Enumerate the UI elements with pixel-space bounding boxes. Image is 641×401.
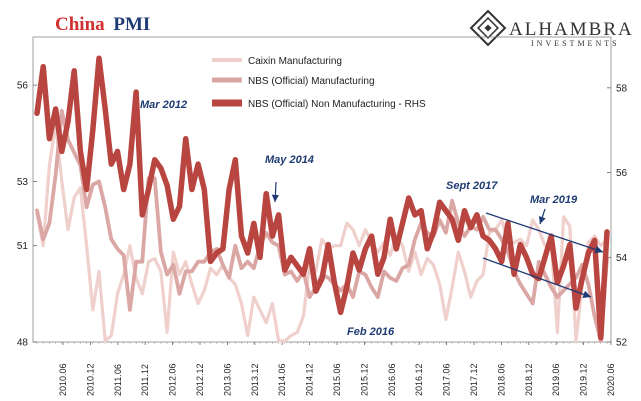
x-tick-label: 2017.06 bbox=[442, 363, 452, 396]
x-tick-label: 2015.06 bbox=[332, 363, 342, 396]
x-tick-label: 2010.12 bbox=[85, 363, 95, 396]
legend-label-caixin: Caixin Manufacturing bbox=[248, 56, 342, 67]
trend-arrow-lower bbox=[482, 257, 592, 299]
logo-sub: INVESTMENTS bbox=[531, 39, 620, 48]
left-tick-label: 51 bbox=[17, 241, 29, 252]
right-tick-label: 52 bbox=[616, 338, 628, 349]
x-tick-label: 2016.12 bbox=[414, 363, 424, 396]
x-tick-label: 2013.12 bbox=[250, 363, 260, 396]
trend-arrow-upper bbox=[485, 212, 604, 254]
x-tick-label: 2011.06 bbox=[113, 364, 123, 396]
x-tick-label: 2015.12 bbox=[359, 363, 369, 396]
annotation-feb-2016: Feb 2016 bbox=[347, 326, 395, 338]
x-tick-label: 2014.12 bbox=[305, 363, 315, 396]
annotation-arrow-mar-2019 bbox=[538, 208, 546, 225]
series-line-1 bbox=[35, 108, 609, 343]
x-tick-label: 2019.12 bbox=[579, 363, 589, 396]
x-tick-label: 2014.06 bbox=[277, 363, 287, 396]
right-tick-label: 58 bbox=[616, 83, 628, 94]
left-tick-label: 56 bbox=[17, 81, 29, 92]
annotation-sept-2017: Sept 2017 bbox=[446, 180, 498, 192]
right-tick-label: 54 bbox=[616, 253, 628, 264]
chart-title: China PMI bbox=[55, 14, 150, 35]
series-line-0 bbox=[35, 122, 609, 343]
right-tick-label: 56 bbox=[616, 168, 628, 179]
x-tick-label: 2013.06 bbox=[222, 363, 232, 396]
legend: Caixin Manufacturing NBS (Official) Manu… bbox=[212, 56, 426, 110]
x-tick-label: 2011.12 bbox=[140, 364, 150, 396]
left-tick-label: 48 bbox=[17, 338, 29, 349]
legend-label-nbs-mfg: NBS (Official) Manufacturing bbox=[248, 76, 375, 87]
x-tick-label: 2010.06 bbox=[58, 363, 68, 396]
legend-label-nbs-nonmfg: NBS (Official) Non Manufacturing - RHS bbox=[248, 99, 426, 110]
x-tick-label: 2012.06 bbox=[168, 363, 178, 396]
chart-title-part2: PMI bbox=[113, 14, 150, 35]
annotation-mar-2012: Mar 2012 bbox=[140, 99, 187, 111]
x-tick-label: 2017.12 bbox=[469, 363, 479, 396]
x-tick-label: 2018.12 bbox=[524, 363, 534, 396]
x-tick-label: 2012.12 bbox=[195, 363, 205, 396]
chart-title-part1: China bbox=[55, 14, 105, 35]
x-tick-label: 2019.06 bbox=[551, 363, 561, 396]
logo-diamond-icon bbox=[469, 9, 507, 47]
left-tick-label: 53 bbox=[17, 177, 29, 188]
series-line-2 bbox=[34, 55, 610, 341]
alhambra-logo: ALHAMBRA INVESTMENTS bbox=[469, 9, 634, 48]
annotation-mar-2019: Mar 2019 bbox=[530, 194, 578, 206]
x-tick-label: 2018.06 bbox=[496, 363, 506, 396]
annotation-arrow-may-2014 bbox=[271, 181, 279, 203]
x-tick-label: 2016.06 bbox=[387, 363, 397, 396]
annotation-may-2014: May 2014 bbox=[265, 154, 314, 166]
logo-name: ALHAMBRA bbox=[509, 19, 634, 40]
series-layer bbox=[34, 55, 610, 343]
tick-layer: 48 51 53 56 52 54 56 58 2010.06 2010.12 2011.06 201… bbox=[17, 81, 628, 396]
x-tick-label: 2020.06 bbox=[606, 363, 616, 396]
